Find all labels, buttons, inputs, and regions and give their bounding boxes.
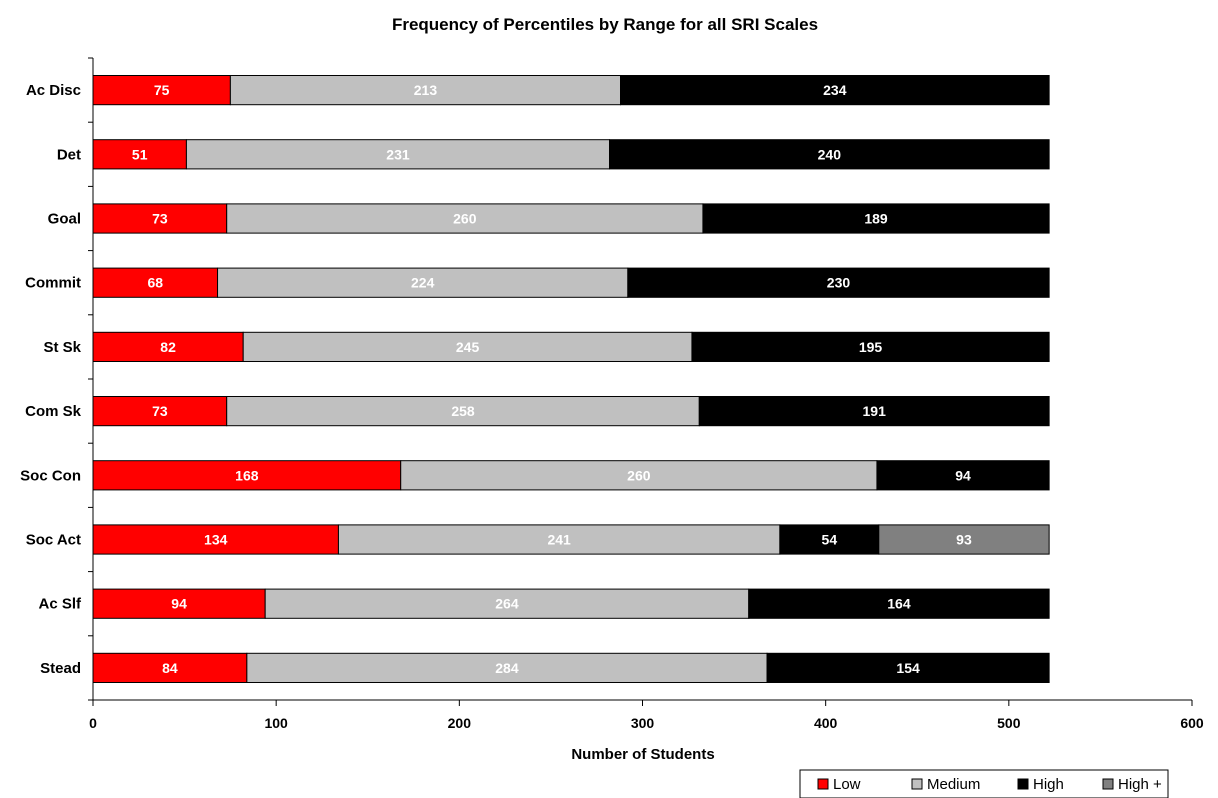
- legend-label: High +: [1118, 776, 1162, 793]
- x-tick-label: 0: [89, 715, 97, 731]
- data-label: 94: [955, 467, 971, 483]
- data-label: 93: [956, 532, 972, 548]
- data-label: 75: [154, 82, 170, 98]
- bar-segment-low: [92, 331, 244, 363]
- bar-segment-medium: [400, 460, 878, 491]
- bar-segment-high: [627, 267, 1050, 298]
- legend-label: High: [1033, 776, 1064, 793]
- bar-segment-high: [702, 203, 1050, 234]
- category-label: Stead: [40, 660, 81, 677]
- bar-segment-high: [878, 524, 1050, 555]
- chart-title: Frequency of Percentiles by Range for al…: [392, 15, 818, 34]
- data-label: 189: [864, 211, 888, 227]
- data-label: 73: [152, 211, 168, 227]
- bar-segment-medium: [226, 203, 704, 234]
- legend-swatch: [817, 778, 829, 790]
- x-axis-label: Number of Students: [571, 746, 714, 763]
- category-label: Goal: [48, 211, 81, 228]
- legend: Low Medium High High +: [799, 769, 1169, 798]
- category-label: Soc Con: [20, 467, 81, 484]
- data-label: 164: [887, 596, 911, 612]
- bar-segment-low: [92, 652, 248, 684]
- x-tick-label: 500: [997, 715, 1021, 731]
- data-label: 73: [152, 403, 168, 419]
- data-label: 191: [863, 403, 887, 419]
- bar-segment-medium: [264, 588, 750, 619]
- data-label: 224: [411, 275, 435, 291]
- data-label: 68: [147, 275, 163, 291]
- data-label: 94: [171, 596, 187, 612]
- legend-swatch: [1017, 778, 1029, 790]
- data-label: 258: [451, 403, 475, 419]
- category-label: Det: [57, 146, 81, 163]
- data-label: 51: [132, 146, 148, 162]
- bar-segment-low: [92, 267, 219, 298]
- x-tick-label: 200: [448, 715, 472, 731]
- data-label: 154: [896, 660, 920, 676]
- x-tick-label: 400: [814, 715, 838, 731]
- bar-segment-medium: [226, 395, 700, 427]
- category-label: Commit: [25, 275, 81, 292]
- legend-swatch: [1102, 778, 1114, 790]
- bar-segment-high: [609, 139, 1050, 170]
- bar-segment-medium: [229, 74, 622, 106]
- bar-segment-low: [92, 460, 402, 491]
- bar-segment-low: [92, 203, 228, 234]
- category-label: Com Sk: [25, 403, 82, 420]
- x-tick-label: 300: [631, 715, 655, 731]
- bar-segment-low: [92, 74, 231, 106]
- x-tick-label: 100: [264, 715, 288, 731]
- category-label: Ac Slf: [38, 596, 82, 613]
- data-label: 195: [859, 339, 883, 355]
- category-label: St Sk: [43, 339, 81, 356]
- data-label: 84: [162, 660, 178, 676]
- data-label: 240: [818, 146, 842, 162]
- data-label: 260: [453, 211, 477, 227]
- data-label: 213: [414, 82, 438, 98]
- bar-segment-high: [620, 74, 1050, 106]
- data-label: 241: [547, 532, 571, 548]
- bar-segment-high: [748, 588, 1050, 619]
- data-label: 54: [822, 532, 838, 548]
- bar-segment-medium: [242, 331, 693, 363]
- bar-segment-high: [766, 652, 1050, 684]
- bar-segment-high: [691, 331, 1050, 363]
- data-label: 234: [823, 82, 847, 98]
- bar-segment-high: [876, 460, 1050, 491]
- data-label: 82: [160, 339, 176, 355]
- legend-label: Low: [833, 776, 861, 793]
- bar-segment-low: [92, 524, 339, 555]
- data-label: 245: [456, 339, 480, 355]
- bars-layer: Ac Disc 75 213 234 Det 51 231 240 Goal 73 260 189 Co…: [20, 74, 1050, 684]
- bar-segment-medium: [337, 524, 781, 555]
- data-label: 230: [827, 275, 851, 291]
- data-label: 231: [386, 146, 410, 162]
- data-label: 134: [204, 532, 228, 548]
- data-label: 168: [235, 467, 259, 483]
- bar-segment-medium: [185, 139, 611, 170]
- legend-swatch: [911, 778, 923, 790]
- axis-layer: 0 100 200 300 400 500 600: [88, 57, 1204, 731]
- category-label: Soc Act: [26, 532, 81, 549]
- x-tick-label: 600: [1180, 715, 1204, 731]
- category-label: Ac Disc: [26, 82, 81, 99]
- data-label: 260: [627, 467, 651, 483]
- data-label: 284: [495, 660, 519, 676]
- bar-segment-high: [698, 395, 1050, 427]
- data-label: 264: [495, 596, 519, 612]
- legend-label: Medium: [927, 776, 980, 793]
